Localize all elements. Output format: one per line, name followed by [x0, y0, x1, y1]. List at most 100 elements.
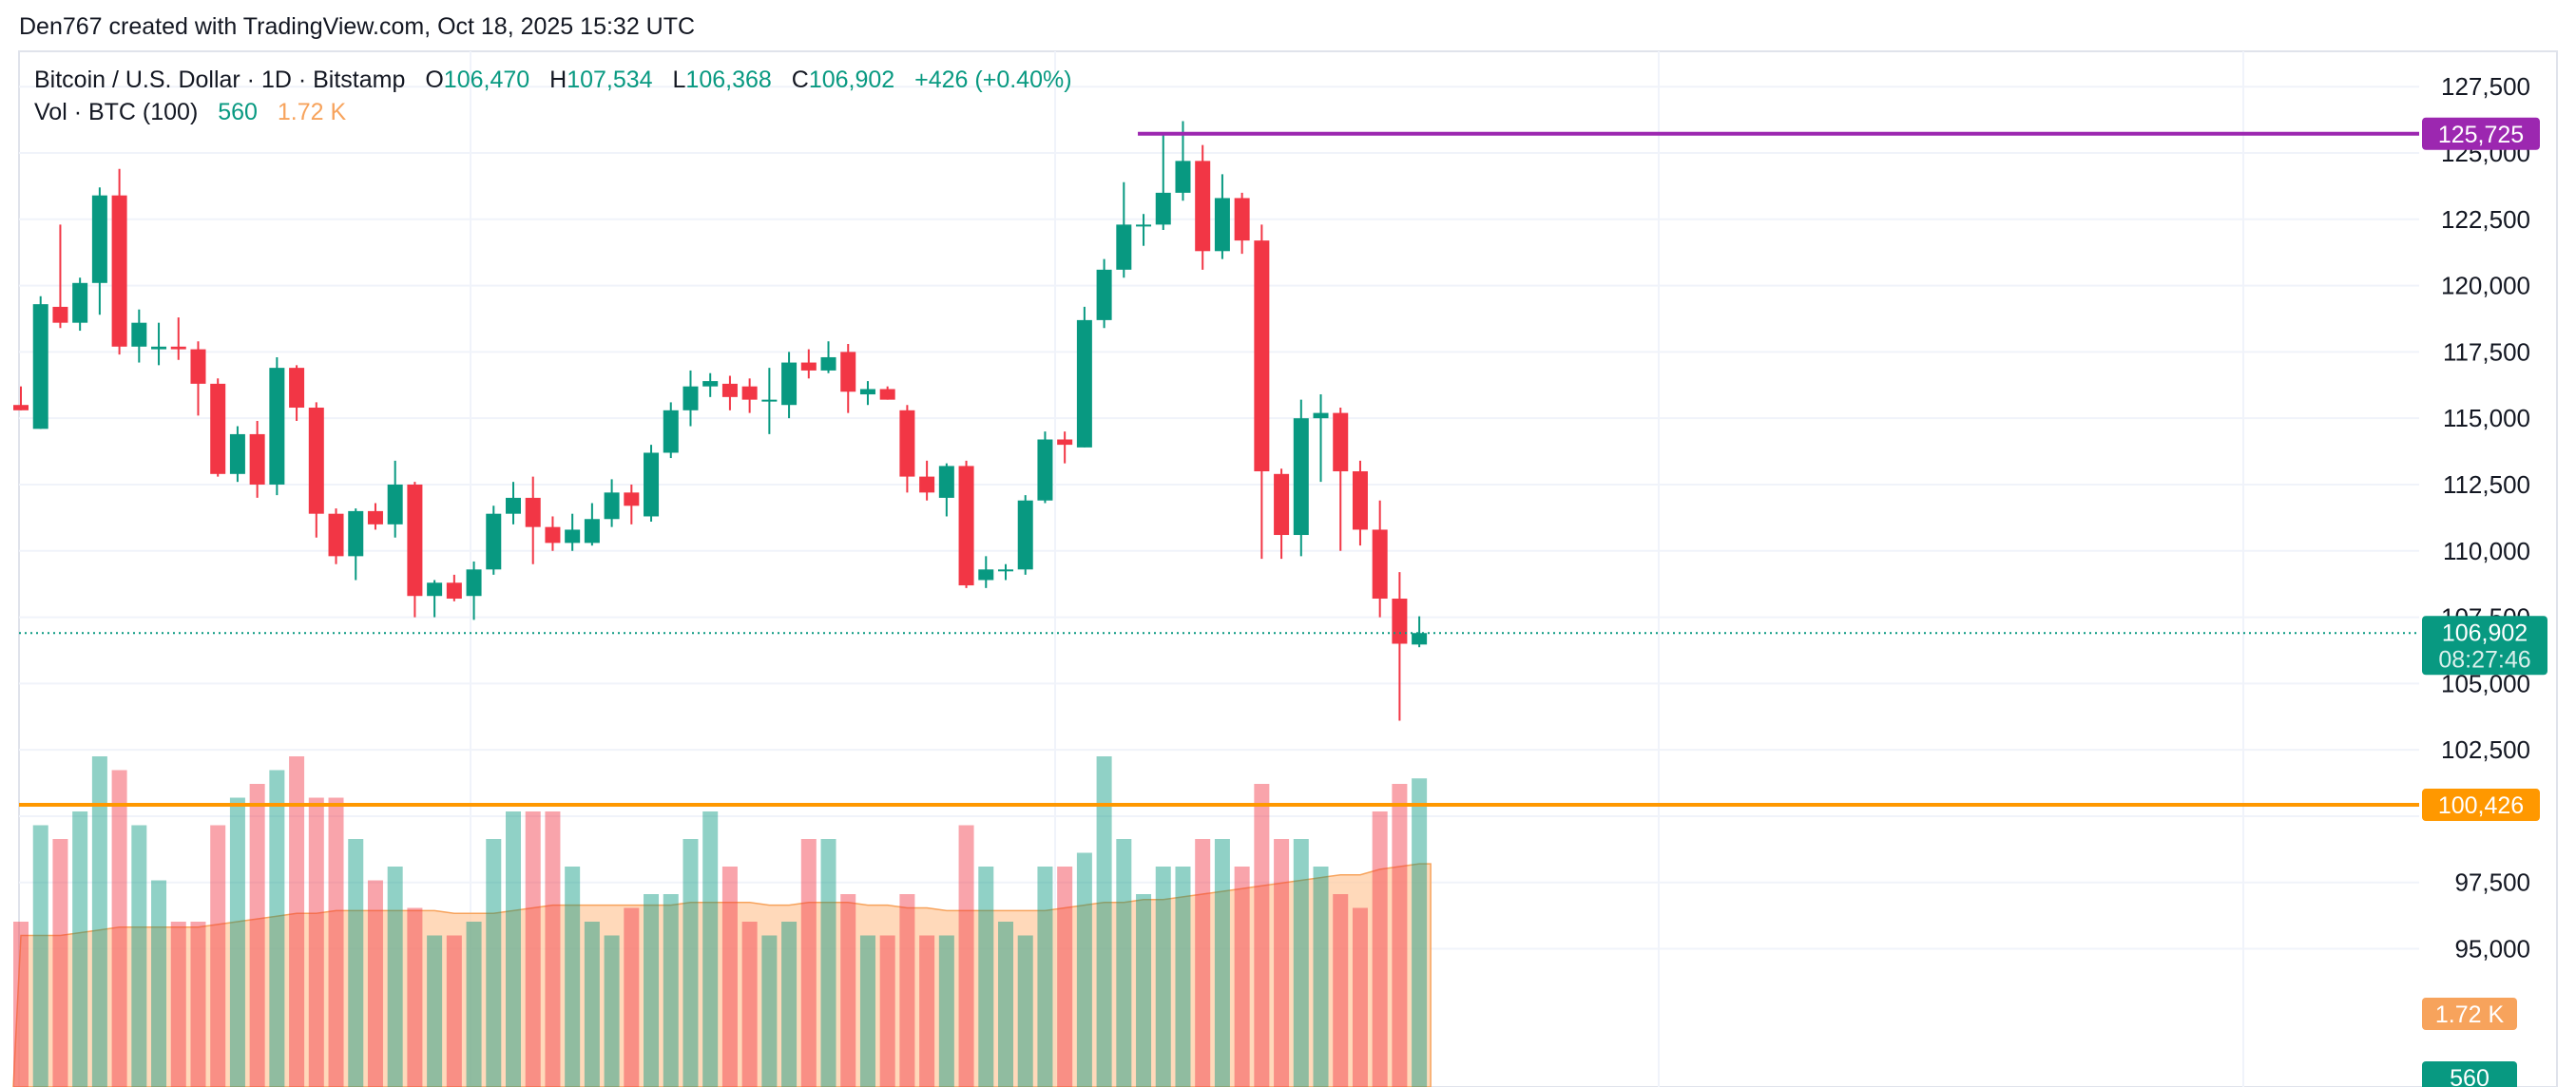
volume-bar: [1352, 907, 1368, 1087]
volume-ma-shape: [12, 863, 1432, 1087]
volume-tag-text: 560: [2450, 1065, 2489, 1087]
candle-body: [879, 389, 895, 400]
volume-bar: [998, 922, 1013, 1087]
price-tick-label: 97,500: [2454, 868, 2530, 897]
price-tick-label: 110,000: [2443, 537, 2530, 565]
volume-bar: [328, 797, 344, 1087]
candle-body: [111, 195, 127, 347]
resistance-price-tag-text: 125,725: [2438, 122, 2524, 148]
volume-bar: [1234, 867, 1250, 1087]
candle-body: [919, 476, 935, 493]
horizontal-lines[interactable]: [19, 131, 2419, 808]
candle-body: [210, 383, 226, 474]
volume-bar: [859, 935, 875, 1087]
volume-ma-area: [12, 863, 1432, 1087]
candle-body: [506, 497, 521, 514]
volume-bar: [1057, 867, 1073, 1087]
volume-bars: [13, 756, 1428, 1087]
ohlc-legend: Bitcoin / U.S. Dollar · 1D · Bitstamp O 1…: [34, 67, 1072, 94]
candle-body: [446, 582, 462, 600]
candle-body: [52, 306, 68, 323]
chart-pane-border: [18, 50, 2558, 1087]
volume-bar: [1076, 852, 1092, 1087]
volume-bar: [682, 839, 699, 1087]
close-label: C: [791, 67, 809, 93]
volume-bar: [1136, 894, 1152, 1087]
volume-bar: [486, 839, 502, 1087]
candle-body: [13, 405, 29, 410]
volume-bar: [32, 825, 48, 1087]
candle-body: [800, 362, 817, 371]
volume-bar: [1037, 867, 1053, 1087]
symbol-label[interactable]: Bitcoin / U.S. Dollar · 1D · Bitstamp: [34, 67, 406, 93]
volume-bar: [1017, 935, 1033, 1087]
volume-bar: [427, 935, 443, 1087]
volume-bar: [1313, 867, 1329, 1087]
volume-bar: [702, 811, 719, 1087]
candle-body: [938, 466, 954, 498]
candle-body: [72, 282, 88, 323]
volume-bar: [1096, 756, 1112, 1087]
candle-body: [407, 484, 423, 597]
candle-body: [761, 399, 778, 402]
price-tick-label: 127,500: [2441, 72, 2530, 101]
candle-body: [1372, 529, 1388, 600]
candle-body: [1392, 599, 1408, 644]
price-tick-label: 117,500: [2443, 337, 2530, 366]
candle-body: [1155, 192, 1171, 225]
volume-bar: [210, 825, 226, 1087]
volume-bar: [446, 935, 462, 1087]
volume-bar: [229, 797, 245, 1087]
candle-body: [367, 510, 383, 524]
volume-tag-bg: [2422, 1061, 2517, 1087]
candle-body: [978, 569, 994, 581]
volume-bar: [958, 825, 974, 1087]
price-axis[interactable]: 127,500125,000122,500120,000117,500115,0…: [2441, 72, 2530, 963]
price-tick-label: 95,000: [2454, 935, 2530, 963]
volume-bar: [781, 922, 798, 1087]
price-tick-label: 115,000: [2443, 404, 2530, 432]
candle-body: [663, 410, 679, 453]
volume-label[interactable]: Vol · BTC (100): [34, 99, 199, 125]
volume-bar: [52, 839, 68, 1087]
candle-body: [1037, 439, 1053, 501]
low-value: 106,368: [685, 67, 772, 93]
volume-bar: [1372, 811, 1388, 1087]
volume-bar: [269, 770, 285, 1087]
resistance-price-tag: 125,725: [2422, 117, 2540, 150]
support-price-tag-bg: [2422, 789, 2540, 822]
volume-bar: [249, 784, 265, 1087]
volume-bar: [721, 867, 738, 1087]
volume-bar: [1116, 839, 1132, 1087]
volume-bar: [170, 922, 186, 1087]
volume-bar: [1333, 894, 1349, 1087]
volume-bar: [938, 935, 954, 1087]
candle-body: [190, 349, 206, 384]
volume-legend: Vol · BTC (100) 560 1.72 K: [34, 99, 346, 126]
candle-body: [624, 492, 640, 506]
candle-body: [1313, 412, 1329, 419]
volume-bar: [899, 894, 915, 1087]
candle-body: [1214, 198, 1230, 252]
resistance-price-tag-bg: [2422, 117, 2540, 150]
candle-body: [348, 510, 364, 557]
candle-body: [427, 582, 443, 597]
volume-bar: [761, 935, 778, 1087]
volume-bar: [1293, 839, 1309, 1087]
candle-body: [1136, 224, 1152, 227]
volume-bar: [387, 867, 403, 1087]
volume-bar: [820, 839, 836, 1087]
volume-ma-tag-text: 1.72 K: [2435, 1001, 2505, 1028]
volume-bar: [111, 770, 127, 1087]
volume-bar: [1214, 839, 1230, 1087]
volume-bar: [151, 880, 167, 1087]
volume-bar: [840, 894, 856, 1087]
volume-bar: [1195, 839, 1211, 1087]
volume-bar: [1392, 784, 1408, 1087]
volume-bar: [663, 894, 679, 1087]
candle-body: [859, 389, 875, 395]
candle-body: [328, 513, 344, 557]
open-label: O: [425, 67, 444, 93]
